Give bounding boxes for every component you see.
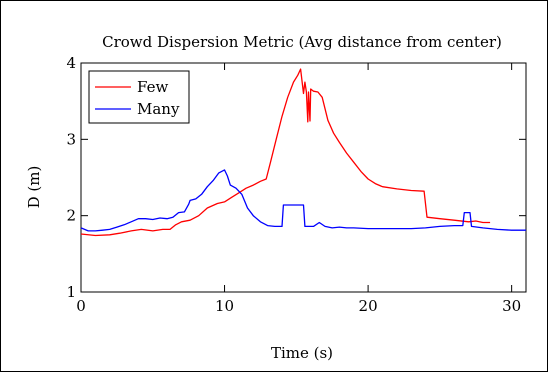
y-tick-label: 2 [66, 207, 76, 225]
series-line-few [80, 68, 491, 237]
legend-box [88, 70, 190, 124]
x-tick-label: 0 [76, 297, 86, 315]
x-tick-label: 10 [215, 297, 234, 315]
y-tick-label: 3 [66, 130, 76, 148]
y-tick-label: 4 [66, 54, 76, 72]
series-layer [80, 68, 526, 237]
y-axis-label: D (m) [25, 166, 43, 209]
series-line-many [80, 169, 526, 232]
legend-label-few: Few [137, 78, 168, 96]
tick-marks: 0 10 20 30 1 2 3 4 [66, 54, 526, 315]
plot-border [80, 62, 527, 293]
plot-axes [80, 62, 527, 293]
x-tick-label: 20 [359, 297, 378, 315]
x-axis-label: Time (s) [271, 344, 333, 362]
x-tick-label: 30 [502, 297, 521, 315]
legend: Few Many [88, 70, 190, 124]
y-tick-label: 1 [66, 283, 76, 301]
legend-label-many: Many [137, 100, 180, 118]
chart-title: Crowd Dispersion Metric (Avg distance fr… [102, 33, 502, 51]
